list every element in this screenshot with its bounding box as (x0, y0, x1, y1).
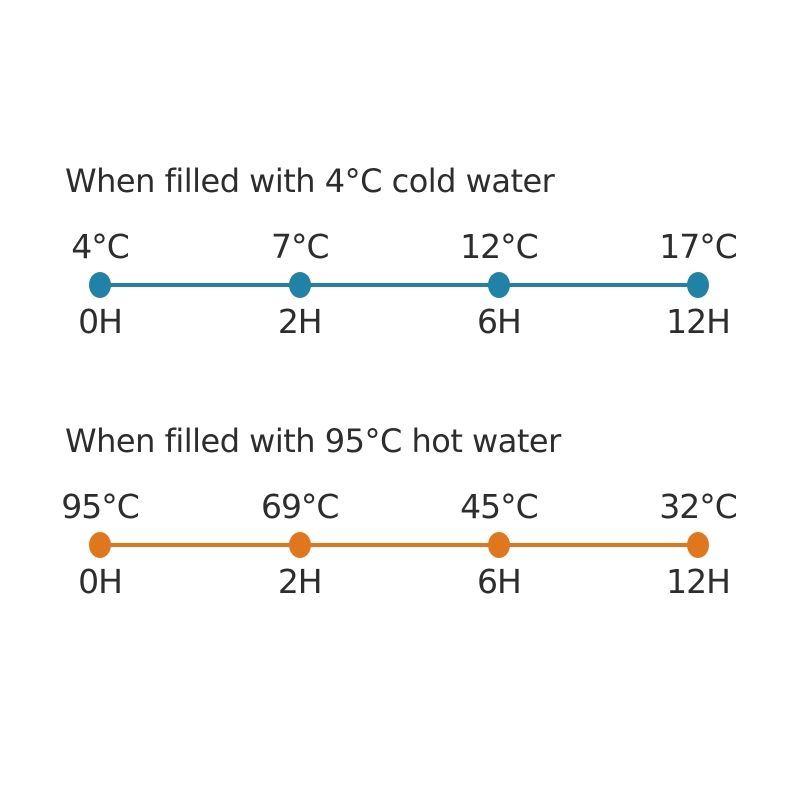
hot-water-line (100, 543, 698, 547)
temperature-label: 95°C (61, 487, 140, 526)
time-label: 12H (666, 562, 731, 601)
time-label: 6H (476, 302, 522, 341)
timeline-dot (687, 272, 709, 298)
time-label: 12H (666, 302, 731, 341)
hot-water-timeline: When filled with 95°C hot water 95°C 0H … (0, 422, 800, 634)
time-label: 0H (78, 562, 123, 601)
temperature-label: 45°C (460, 487, 539, 526)
temperature-label: 4°C (71, 227, 130, 266)
timeline-dot (687, 532, 709, 558)
hot-water-title: When filled with 95°C hot water (65, 422, 561, 460)
time-label: 0H (78, 302, 123, 341)
time-label: 2H (277, 302, 323, 341)
time-label: 2H (277, 562, 323, 601)
cold-water-timeline: When filled with 4°C cold water 4°C 0H 7… (0, 162, 800, 374)
temperature-label: 32°C (659, 487, 738, 526)
cold-water-line (100, 283, 698, 287)
timeline-dot (487, 272, 510, 298)
temperature-label: 7°C (270, 227, 330, 266)
time-label: 6H (476, 562, 522, 601)
timeline-dot (487, 532, 510, 558)
temperature-label: 17°C (659, 227, 738, 266)
timeline-dot (89, 272, 111, 298)
timeline-dot (288, 532, 311, 558)
cold-water-title: When filled with 4°C cold water (65, 162, 555, 200)
timeline-dot (288, 272, 311, 298)
timeline-dot (89, 532, 111, 558)
temperature-label: 69°C (260, 487, 340, 526)
temperature-label: 12°C (460, 227, 539, 266)
